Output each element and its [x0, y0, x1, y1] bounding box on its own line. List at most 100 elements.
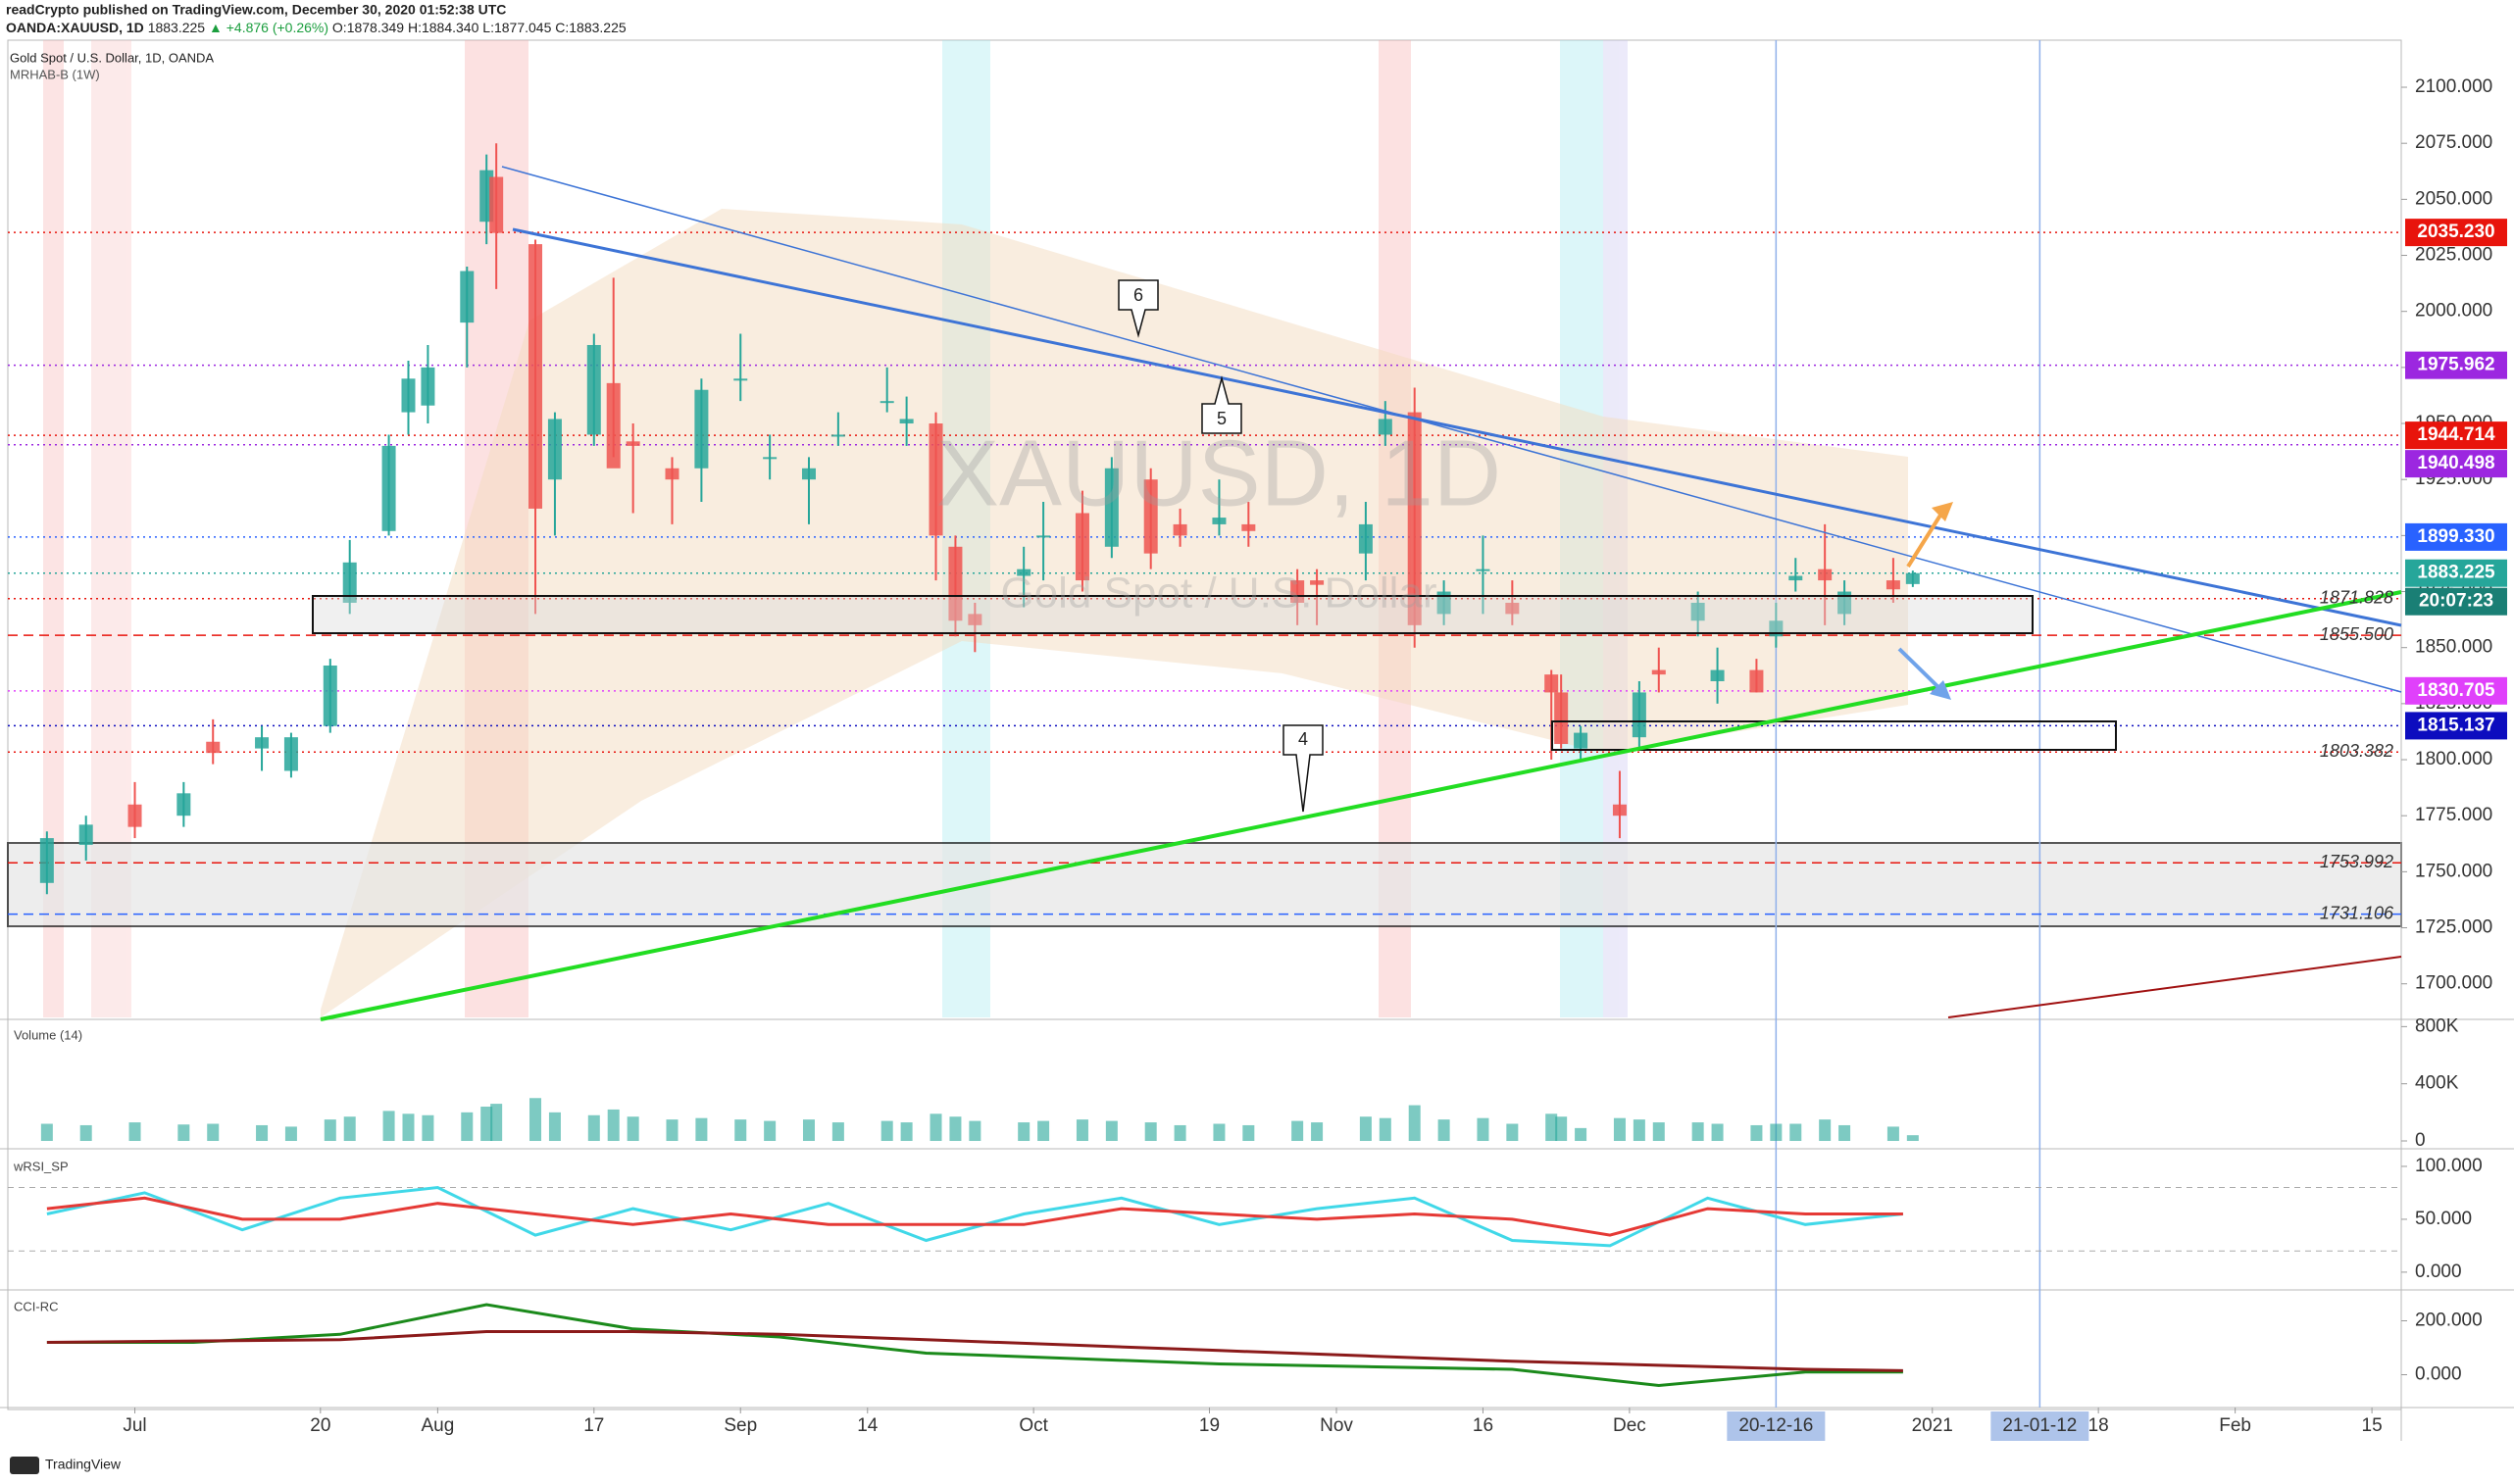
volume-bar: [802, 1119, 815, 1141]
volume-bar: [256, 1124, 269, 1141]
volume-bar: [1037, 1120, 1050, 1141]
volume-bar: [1379, 1117, 1391, 1141]
price-badge-label: 1815.137: [2417, 715, 2494, 735]
volume-bar: [1174, 1124, 1186, 1141]
indicator-line: [46, 1185, 1904, 1248]
x-tick-label: 19: [1199, 1415, 1220, 1436]
candle-body: [1290, 580, 1305, 603]
cloud: [321, 209, 1908, 1017]
candle-body: [948, 546, 963, 621]
volume-bar: [1144, 1122, 1157, 1141]
price-badge-label: 1975.962: [2417, 355, 2494, 375]
candle-body: [763, 457, 778, 460]
y-tick-label: 2100.000: [2415, 76, 2492, 97]
volume-bar: [900, 1122, 913, 1141]
x-tick-label: Jul: [123, 1415, 146, 1436]
watermark: Gold Spot / U.S. Dollar: [1000, 569, 1436, 618]
footer-brand: TradingView: [45, 1457, 122, 1472]
candle-body: [1818, 569, 1833, 581]
change: ▲ +4.876 (+0.26%): [209, 20, 328, 35]
volume-bar: [1838, 1124, 1851, 1141]
y-tick-label: 1700.000: [2415, 973, 2492, 994]
callout-label: 6: [1133, 285, 1143, 305]
zone-box: [312, 595, 2034, 634]
low: L:1877.045: [482, 20, 551, 35]
y-tick-label: 2075.000: [2415, 132, 2492, 153]
y-tick-label: 1850.000: [2415, 637, 2492, 658]
candle-body: [1358, 523, 1373, 554]
candle-body: [460, 271, 475, 323]
price-badge-label: 1830.705: [2417, 680, 2495, 701]
x-tick-label: 18: [2088, 1415, 2109, 1436]
candle-body: [1310, 580, 1325, 585]
volume-bar: [529, 1098, 542, 1141]
candle-body: [1407, 412, 1422, 625]
level-label: 1803.382: [2320, 741, 2393, 761]
volume-bar: [1575, 1127, 1587, 1141]
price: 1883.225: [148, 20, 206, 35]
callout: [1201, 375, 1242, 434]
volume-bar: [1613, 1117, 1626, 1141]
price-badge-label: 1883.225: [2417, 563, 2495, 583]
volume-bar: [79, 1124, 92, 1141]
volume-bar: [1819, 1119, 1832, 1141]
level-label: 1855.500: [2320, 624, 2393, 644]
candle-body: [342, 562, 357, 603]
indicator-line: [46, 1303, 1903, 1388]
price-badge: [2405, 676, 2507, 705]
x-tick-label: Feb: [2219, 1415, 2251, 1436]
volume-bar: [734, 1119, 747, 1141]
volume-bar: [1906, 1135, 1919, 1141]
y-tick-label: 50.000: [2415, 1209, 2472, 1229]
volume-bar: [128, 1122, 141, 1141]
symbol: OANDA:XAUUSD, 1D: [6, 20, 144, 35]
candle-body: [1886, 580, 1900, 590]
level-label: 1871.828: [2320, 588, 2393, 608]
pane-title: wRSI_SP: [13, 1159, 69, 1173]
price-badge-label: 1944.714: [2417, 424, 2495, 445]
candle-body: [1554, 692, 1569, 745]
candle-body: [176, 793, 191, 816]
candle-body: [1036, 535, 1051, 538]
volume-bar: [695, 1117, 708, 1141]
volume-bar: [969, 1120, 981, 1141]
price-badge: [2405, 219, 2507, 247]
volume-bar: [930, 1113, 942, 1141]
price-badge: [2405, 559, 2507, 587]
candle-body: [1476, 569, 1490, 571]
y-tick-label: 400K: [2415, 1073, 2459, 1094]
x-tick-label: Aug: [421, 1415, 454, 1436]
arrow-head: [1930, 680, 1951, 700]
volume-bar: [480, 1107, 493, 1141]
volume-bar: [1408, 1105, 1421, 1141]
price-badge: [2405, 421, 2507, 450]
drawings: 6 5 4: [312, 166, 2402, 1021]
open: O:1878.349: [332, 20, 404, 35]
x-tick-label: Sep: [724, 1415, 757, 1436]
volume-bar: [461, 1112, 474, 1141]
trend-line: [1947, 956, 2402, 1018]
x-tick-label: 20-12-16: [1738, 1415, 1813, 1436]
x-tick-label: Dec: [1613, 1415, 1646, 1436]
pane-title: CCI-RC: [14, 1299, 59, 1313]
level-label: 1753.992: [2320, 852, 2393, 871]
y-tick-label: 1775.000: [2415, 805, 2492, 825]
volume-bar: [1105, 1120, 1118, 1141]
candle-body: [626, 441, 640, 446]
callout-label: 4: [1298, 729, 1308, 749]
volume-bar: [207, 1123, 220, 1141]
volume-bar: [1711, 1123, 1724, 1141]
volume-bar: [324, 1119, 336, 1141]
candle-body: [1612, 804, 1627, 816]
candle-body: [1212, 518, 1227, 524]
callout: [1118, 279, 1159, 338]
trend-line: [501, 166, 2402, 693]
candle-body: [929, 423, 943, 536]
candle-body: [1544, 674, 1559, 693]
callout-label: 5: [1217, 409, 1227, 428]
candle-body: [1632, 692, 1646, 738]
candle-body: [206, 741, 221, 754]
volume-bar: [1633, 1119, 1645, 1141]
